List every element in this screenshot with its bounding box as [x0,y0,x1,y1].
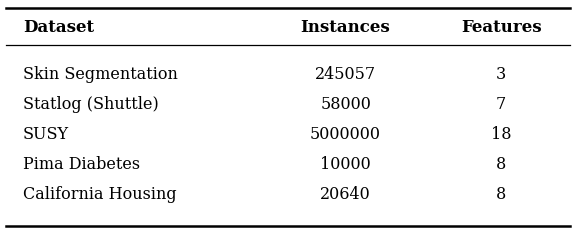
Text: 3: 3 [496,65,506,82]
Text: 8: 8 [496,185,506,203]
Text: Statlog (Shuttle): Statlog (Shuttle) [23,95,159,112]
Text: California Housing: California Housing [23,185,177,203]
Text: Dataset: Dataset [23,19,94,36]
Text: 18: 18 [491,125,511,143]
Text: 5000000: 5000000 [310,125,381,143]
Text: 10000: 10000 [320,155,371,173]
Text: SUSY: SUSY [23,125,69,143]
Text: 245057: 245057 [315,65,376,82]
Text: 7: 7 [496,95,506,112]
Text: Instances: Instances [301,19,391,36]
Text: Features: Features [461,19,541,36]
Text: Pima Diabetes: Pima Diabetes [23,155,140,173]
Text: Skin Segmentation: Skin Segmentation [23,65,178,82]
Text: 8: 8 [496,155,506,173]
Text: 20640: 20640 [320,185,371,203]
Text: 58000: 58000 [320,95,371,112]
